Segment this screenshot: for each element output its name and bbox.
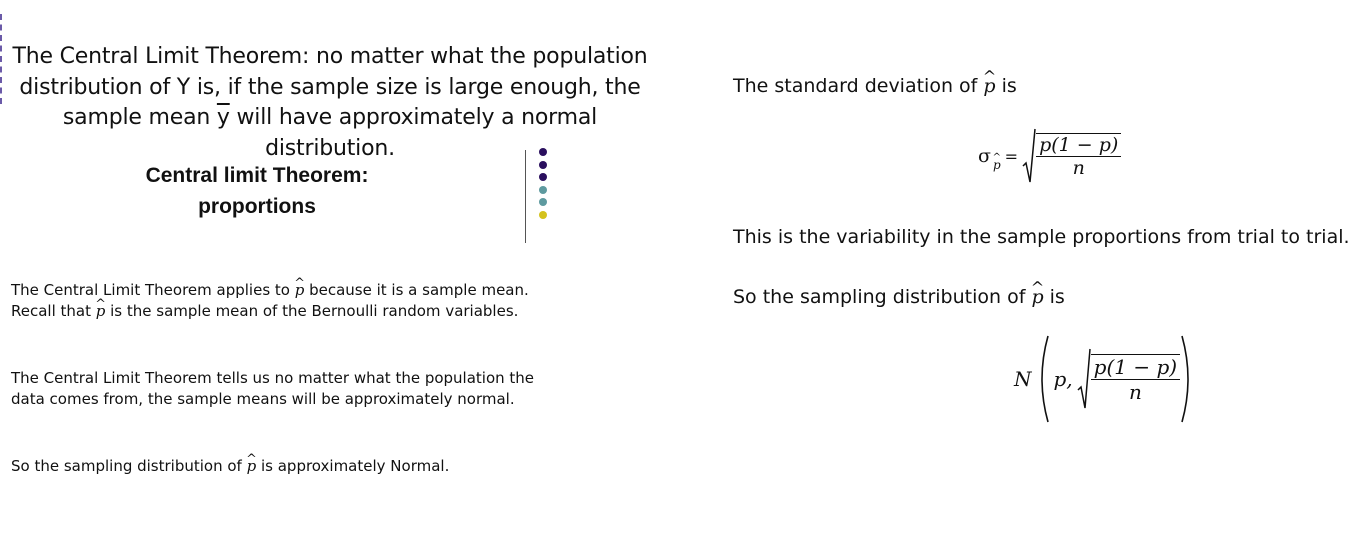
variability-statement: This is the variability in the sample pr…: [733, 226, 1350, 248]
mean-p-argument: p,: [1053, 367, 1073, 391]
sampling-prefix: So the sampling distribution of: [733, 286, 1032, 308]
central-limit-theorem-statement: The Central Limit Theorem: no matter wha…: [0, 42, 660, 164]
theorem-line-3-prefix: sample mean: [62, 105, 217, 130]
decorative-dot: [539, 210, 547, 219]
sd-numerator: p(1 − p): [1036, 134, 1122, 157]
theorem-line-3: sample mean y will have approximately a …: [0, 103, 660, 164]
sigma-subscript-p-hat: p: [993, 158, 1001, 172]
paragraph-1-line-1-prefix: The Central Limit Theorem applies to: [11, 281, 295, 299]
sampling-distribution-heading: So the sampling distribution of p is: [733, 285, 1065, 309]
p-hat-symbol: p: [1031, 285, 1043, 309]
paragraph-1-line-1: The Central Limit Theorem applies to p b…: [11, 280, 571, 301]
sampling-suffix: is: [1043, 286, 1065, 308]
decorative-dot: [539, 185, 547, 194]
paragraph-1-line-2-suffix: is the sample mean of the Bernoulli rand…: [105, 302, 519, 320]
decorative-dot: [539, 148, 547, 156]
slide-edge-marker: [0, 14, 2, 104]
title-divider: [525, 150, 526, 243]
normal-fraction: p(1 − p) n: [1090, 355, 1181, 404]
sd-prefix: The standard deviation of: [733, 75, 984, 97]
slide-title-line-2: proportions: [198, 195, 316, 218]
radicand: p(1 − p) n: [1036, 133, 1122, 179]
p-hat-symbol: p: [295, 280, 305, 301]
slide-title-line-1: Central limit Theorem:: [145, 164, 369, 187]
paragraph-sampling-distribution: So the sampling distribution of p is app…: [11, 456, 571, 477]
paragraph-2-line-2: data comes from, the sample means will b…: [11, 390, 515, 408]
sd-fraction: p(1 − p) n: [1036, 134, 1122, 179]
y-bar-symbol: y: [216, 105, 230, 130]
paragraph-2-line-1: The Central Limit Theorem tells us no ma…: [11, 369, 535, 387]
equals-sign: =: [1004, 146, 1019, 166]
decorative-dot: [539, 160, 547, 169]
radical-sign-icon: [1077, 348, 1091, 409]
standard-deviation-formula: σp= p(1 − p)n: [978, 128, 1122, 184]
right-paren-icon: [1181, 335, 1189, 423]
slide-title: Central limit Theorem: proportions: [90, 160, 424, 222]
normal-numerator: p(1 − p): [1090, 355, 1181, 380]
p-hat-symbol: p: [96, 301, 106, 322]
paragraph-3-suffix: is approximately Normal.: [256, 457, 450, 475]
radicand: p(1 − p) n: [1090, 354, 1181, 404]
paragraph-clt-applies: The Central Limit Theorem applies to p b…: [11, 280, 571, 322]
left-paren-icon: [1040, 335, 1049, 423]
paragraph-1-line-2: Recall that p is the sample mean of the …: [11, 301, 571, 322]
sd-suffix: is: [995, 75, 1017, 97]
paragraph-1-line-1-suffix: because it is a sample mean.: [304, 281, 529, 299]
normal-denominator: n: [1128, 380, 1142, 404]
radical-sign-icon: [1022, 128, 1036, 183]
normal-N-symbol: N: [1014, 367, 1032, 391]
theorem-line-3-suffix: will have approximately a normal distrib…: [229, 105, 598, 161]
theorem-line-1: The Central Limit Theorem: no matter wha…: [12, 44, 648, 69]
paragraph-3-prefix: So the sampling distribution of: [11, 457, 247, 475]
decorative-dot: [539, 173, 547, 181]
standard-deviation-heading: The standard deviation of p is: [733, 74, 1017, 98]
p-hat-symbol: p: [983, 74, 995, 98]
decorative-dot: [539, 198, 547, 206]
paragraph-1-line-2-prefix: Recall that: [11, 302, 96, 320]
theorem-line-2: distribution of Y is, if the sample size…: [19, 74, 641, 100]
paragraph-clt-tells-us: The Central Limit Theorem tells us no ma…: [11, 368, 571, 410]
sd-denominator: n: [1072, 157, 1085, 179]
sigma-symbol: σ: [978, 145, 991, 167]
p-hat-symbol: p: [247, 456, 257, 477]
